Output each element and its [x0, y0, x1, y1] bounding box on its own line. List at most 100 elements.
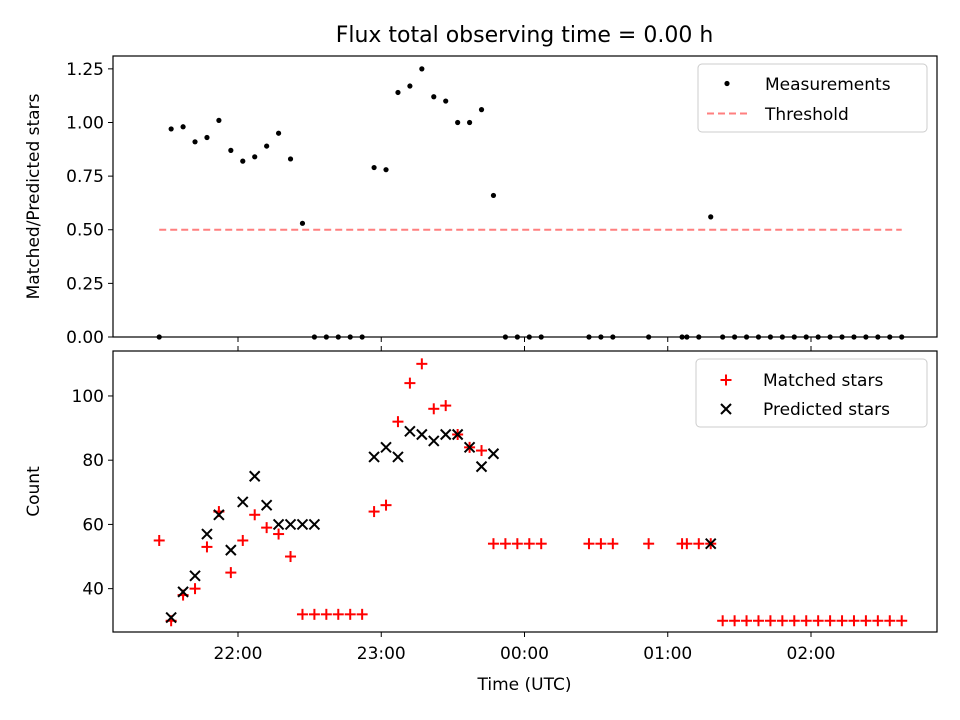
predicted-star-point [368, 451, 380, 463]
predicted-star-point [213, 509, 225, 521]
measurement-point [180, 124, 186, 130]
legend-measurements-marker [724, 80, 730, 87]
count-y-tick-label: 60 [82, 515, 104, 535]
predicted-star-point [428, 435, 440, 447]
count-x-tick-label: 00:00 [500, 644, 549, 664]
predicted-star-point [177, 586, 189, 598]
matched-star-point [368, 506, 380, 518]
matched-star-point [800, 615, 812, 627]
predicted-star-point [463, 441, 476, 454]
ratio-y-axis-label: Matched/Predicted stars [24, 93, 44, 299]
count-panel: 40 60 80 100 22:00 23:00 00:00 01:00 02:00 Coun… [24, 350, 938, 695]
matched-star-point [607, 538, 619, 550]
measurement-point [168, 126, 174, 132]
measurement-point [466, 119, 473, 126]
count-legend-box [695, 358, 928, 428]
predicted-star-point [237, 496, 249, 508]
matched-star-point [643, 538, 655, 550]
predicted-star-point [249, 470, 261, 482]
matched-star-point [428, 403, 440, 415]
measurement-point [275, 130, 282, 136]
predicted-star-point [487, 448, 500, 460]
matched-star-point [752, 615, 764, 627]
measurement-point [455, 119, 461, 126]
matched-star-point [380, 499, 392, 511]
matched-star-point [225, 567, 237, 579]
measurement-point [204, 134, 210, 141]
matched-star-point [681, 538, 693, 550]
matched-star-point [273, 528, 285, 540]
count-x-tick-label: 22:00 [214, 644, 263, 664]
measurement-point [383, 167, 389, 173]
matched-star-point [583, 538, 595, 550]
matched-star-point [824, 615, 836, 627]
ratio-legend: Measurements Threshold [697, 63, 928, 133]
matched-star-point [416, 358, 428, 370]
matched-star-point [511, 538, 523, 550]
ratio-y-tick-label: 0.25 [66, 274, 104, 294]
predicted-star-point [165, 611, 177, 624]
predicted-star-point [404, 425, 416, 437]
predicted-star-point [380, 441, 392, 454]
predicted-star-point [260, 499, 273, 511]
measurement-point [252, 154, 258, 160]
ratio-legend-box [697, 63, 928, 133]
matched-star-point [476, 445, 488, 457]
matched-star-point [237, 534, 249, 546]
measurement-point [371, 164, 377, 171]
matched-star-point [896, 615, 908, 627]
predicted-star-point [440, 428, 452, 441]
matched-star-point [717, 615, 729, 627]
matched-star-point [788, 615, 800, 627]
measurement-point [407, 83, 413, 89]
count-y-ticks: 40 60 80 100 [72, 387, 113, 600]
matched-star-point [812, 615, 824, 627]
matched-star-point [693, 538, 705, 550]
matched-star-point [595, 538, 607, 550]
ratio-y-tick-label: 0.00 [66, 328, 104, 348]
measurement-point [264, 143, 270, 149]
matched-star-point [153, 534, 165, 546]
matched-star-point [741, 615, 753, 627]
predicted-star-point [201, 528, 213, 540]
matched-star-point [285, 551, 297, 563]
matched-star-point [848, 615, 860, 627]
matched-star-point [201, 541, 213, 553]
legend-threshold-label: Threshold [764, 105, 849, 125]
x-axis-label: Time (UTC) [477, 675, 572, 695]
predicted-star-point [296, 518, 309, 531]
legend-predicted-label: Predicted stars [763, 400, 890, 420]
predicted-star-point [225, 544, 237, 556]
matched-star-point [836, 615, 848, 627]
matched-star-point [392, 416, 404, 428]
matched-star-point [764, 615, 776, 627]
ratio-y-tick-label: 0.75 [66, 167, 104, 187]
measurement-point [228, 147, 234, 153]
legend-measurements-label: Measurements [765, 75, 891, 95]
matched-star-point [332, 608, 344, 620]
matched-star-point [404, 377, 416, 389]
ratio-y-tick-label: 0.50 [66, 221, 104, 241]
predicted-star-point [392, 451, 404, 463]
matched-star-point [535, 538, 547, 550]
count-x-tick-label: 02:00 [787, 644, 836, 664]
measurement-point [490, 192, 497, 199]
count-y-tick-label: 80 [82, 451, 104, 471]
measurement-point [395, 89, 401, 96]
measurement-point [708, 214, 714, 220]
matched-star-point [729, 615, 741, 627]
count-x-ticks: 22:00 23:00 00:00 01:00 02:00 [214, 632, 836, 664]
matched-star-point [356, 608, 368, 620]
predicted-star-point [308, 518, 321, 531]
ratio-y-ticks: 0.00 0.25 0.50 0.75 1.00 1.25 [66, 60, 113, 348]
matched-star-point [872, 615, 884, 627]
matched-star-point [308, 608, 320, 620]
measurement-point [287, 156, 294, 162]
measurement-point [443, 98, 449, 104]
measurement-point [431, 94, 437, 100]
measurement-point [419, 66, 425, 72]
matched-star-point [487, 538, 499, 550]
predicted-star-point [272, 518, 285, 531]
matched-star-point [523, 538, 535, 550]
